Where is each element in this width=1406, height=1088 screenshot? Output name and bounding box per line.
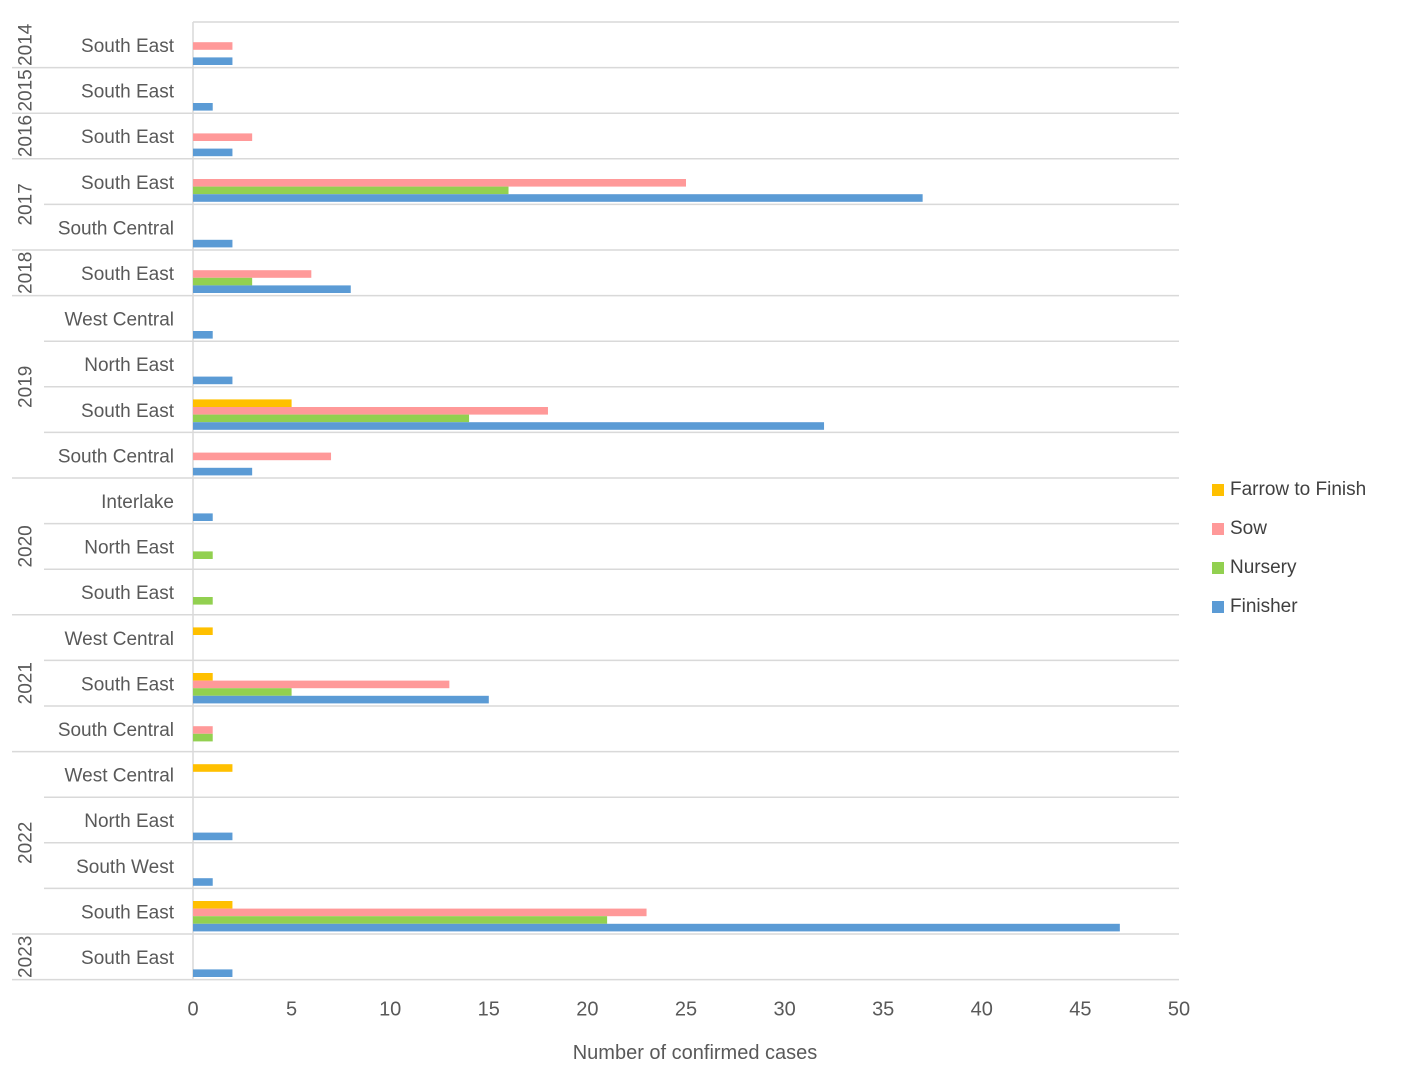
region-label-2020-north-east: North East [84, 538, 174, 559]
legend-label-finisher: Finisher [1230, 595, 1298, 617]
x-tick-label-10: 10 [379, 999, 401, 1021]
bar-2021-west-central-farrow-to-finish [193, 627, 213, 635]
year-label-2015: 2015 [16, 69, 37, 111]
bar-layer [193, 42, 1120, 977]
bar-2019-south-east-finisher [193, 422, 825, 430]
region-label-2020-south-east: South East [81, 583, 175, 604]
bar-2019-south-east-nursery [193, 414, 470, 423]
legend: Farrow to Finish Sow Nursery Finisher [1212, 470, 1366, 626]
region-label-2022-west-central: West Central [65, 766, 174, 787]
bar-2021-south-east-finisher [193, 695, 489, 704]
bar-2019-west-central-finisher [193, 331, 213, 339]
bar-2018-south-east-nursery [193, 277, 253, 286]
region-label-2014-south-east: South East [81, 36, 175, 57]
year-label-2016: 2016 [16, 115, 37, 157]
region-label-2020-interlake: Interlake [101, 492, 174, 513]
x-tick-label-15: 15 [478, 999, 500, 1021]
x-tick-label-25: 25 [675, 999, 697, 1021]
bar-2019-south-east-sow [193, 407, 548, 415]
bar-2020-north-east-nursery [193, 551, 213, 559]
x-tick-label-30: 30 [773, 999, 795, 1021]
year-label-2019: 2019 [16, 366, 37, 408]
x-tick-label-45: 45 [1069, 999, 1091, 1021]
bar-2017-south-east-sow [193, 179, 686, 187]
bar-2019-north-east-finisher [193, 376, 233, 385]
region-label-2015-south-east: South East [81, 82, 175, 103]
year-label-2017: 2017 [16, 183, 37, 225]
bar-2017-south-east-nursery [193, 186, 509, 195]
region-label-2022-south-west: South West [76, 857, 175, 878]
legend-item-finisher: Finisher [1212, 587, 1366, 626]
bar-2021-south-central-sow [193, 726, 213, 734]
x-tick-label-0: 0 [187, 999, 198, 1021]
region-label-2022-north-east: North East [84, 811, 174, 832]
region-label-2019-north-east: North East [84, 355, 174, 376]
bar-2020-interlake-finisher [193, 513, 213, 521]
region-label-2017-south-central: South Central [58, 218, 174, 239]
region-label-2016-south-east: South East [81, 127, 175, 148]
region-label-2018-south-east: South East [81, 264, 175, 285]
legend-swatch-farrow-to-finish [1212, 483, 1224, 496]
region-label-2019-south-central: South Central [58, 446, 174, 467]
bar-2016-south-east-finisher [193, 148, 233, 157]
legend-label-farrow-to-finish: Farrow to Finish [1230, 478, 1367, 500]
bar-2021-south-central-nursery [193, 733, 213, 742]
bar-2022-south-west-finisher [193, 878, 213, 886]
bar-2022-south-east-finisher [193, 923, 1120, 932]
bar-2021-south-east-nursery [193, 688, 292, 696]
bar-2022-south-east-nursery [193, 916, 608, 924]
bar-2017-south-east-finisher [193, 194, 923, 202]
legend-label-sow: Sow [1230, 517, 1267, 539]
year-label-2021: 2021 [16, 662, 37, 704]
bar-2014-south-east-finisher [193, 57, 233, 65]
bar-2018-south-east-finisher [193, 285, 351, 293]
x-tick-label-5: 5 [286, 999, 297, 1021]
x-tick-label-40: 40 [971, 999, 993, 1021]
bar-2016-south-east-sow [193, 133, 253, 141]
bar-2020-south-east-nursery [193, 597, 213, 605]
region-label-2023-south-east: South East [81, 948, 175, 969]
legend-item-nursery: Nursery [1212, 548, 1366, 587]
year-label-2014: 2014 [16, 23, 37, 66]
bar-2022-south-east-sow [193, 908, 647, 917]
x-axis-title: Number of confirmed cases [573, 1042, 818, 1064]
legend-swatch-nursery [1212, 561, 1224, 574]
region-label-2021-west-central: West Central [65, 629, 174, 650]
legend-item-sow: Sow [1212, 509, 1366, 548]
x-tick-label-35: 35 [872, 999, 894, 1021]
year-label-2023: 2023 [16, 936, 37, 978]
region-label-2021-south-east: South East [81, 674, 175, 695]
bar-2019-south-east-farrow-to-finish [193, 399, 292, 407]
legend-item-farrow-to-finish: Farrow to Finish [1212, 470, 1366, 509]
bar-2017-south-central-finisher [193, 239, 233, 248]
region-label-2019-south-east: South East [81, 401, 175, 422]
bar-2021-south-east-farrow-to-finish [193, 673, 213, 681]
x-tick-label-50: 50 [1168, 999, 1190, 1021]
region-label-2019-west-central: West Central [65, 310, 174, 331]
bar-2018-south-east-sow [193, 270, 312, 278]
year-label-2020: 2020 [16, 525, 37, 567]
bar-2019-south-central-sow [193, 452, 332, 461]
x-tick-label-20: 20 [576, 999, 598, 1021]
year-label-2022: 2022 [16, 822, 37, 864]
bar-2015-south-east-finisher [193, 103, 213, 111]
legend-swatch-finisher [1212, 600, 1224, 613]
region-label-2022-south-east: South East [81, 902, 175, 923]
bar-2023-south-east-finisher [193, 969, 233, 977]
grid-layer [12, 21, 1179, 981]
bar-2022-south-east-farrow-to-finish [193, 901, 233, 909]
legend-swatch-sow [1212, 522, 1224, 535]
year-label-2018: 2018 [16, 252, 37, 294]
bar-2021-south-east-sow [193, 680, 450, 689]
bar-2014-south-east-sow [193, 42, 233, 50]
bar-2022-west-central-farrow-to-finish [193, 764, 233, 772]
legend-label-nursery: Nursery [1230, 556, 1297, 578]
region-label-2021-south-central: South Central [58, 720, 174, 741]
bar-2022-north-east-finisher [193, 832, 233, 841]
bar-2019-south-central-finisher [193, 467, 253, 476]
region-label-2017-south-east: South East [81, 173, 175, 194]
